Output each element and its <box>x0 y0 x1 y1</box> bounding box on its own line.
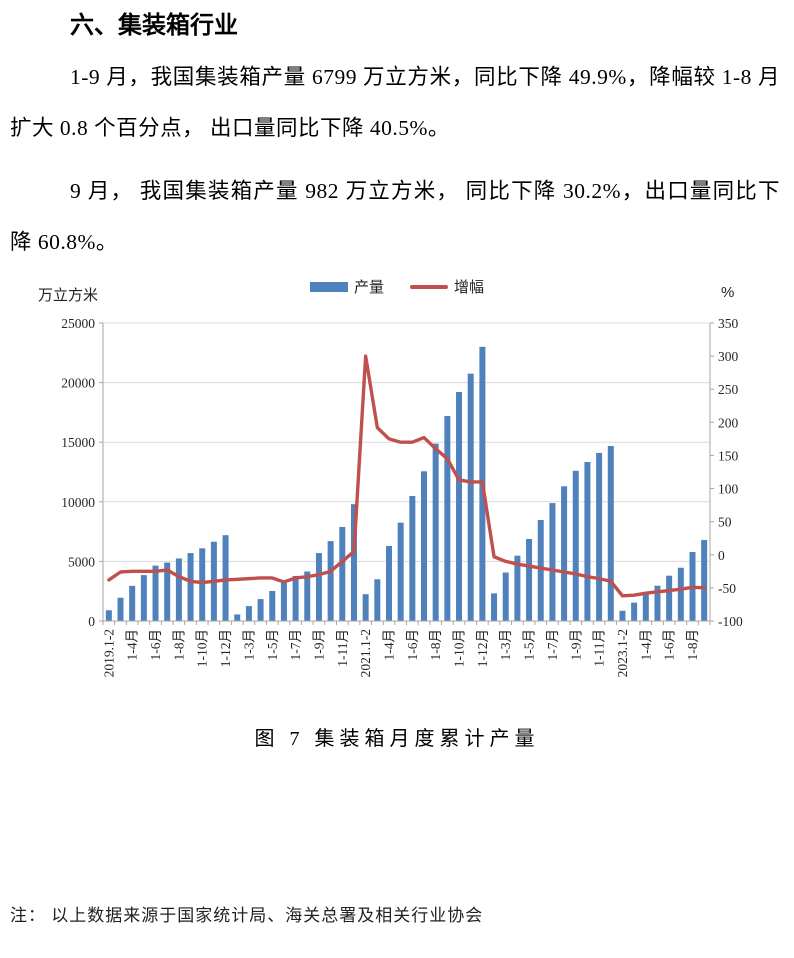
svg-text:0: 0 <box>718 548 725 563</box>
svg-text:1-5月: 1-5月 <box>265 629 280 661</box>
line-swatch-icon <box>410 284 448 289</box>
chart-canvas: 0 5000 10000 15000 20000 25000 -100 -50 0 50 100 15… <box>61 316 743 677</box>
svg-text:1-11月: 1-11月 <box>592 629 607 667</box>
figure-caption: 图 7 集装箱月度累计产量 <box>254 728 540 750</box>
legend-item-growth: 增幅 <box>410 276 484 297</box>
production-bars <box>105 346 708 621</box>
svg-text:5000: 5000 <box>68 554 95 569</box>
svg-text:50: 50 <box>718 515 732 530</box>
svg-text:-100: -100 <box>718 614 743 629</box>
legend-label-growth: 增幅 <box>454 279 485 296</box>
bar-swatch-icon <box>309 281 348 292</box>
section-title: 六、集装箱行业 <box>70 12 238 39</box>
svg-text:250: 250 <box>718 382 739 397</box>
svg-text:10000: 10000 <box>61 495 95 510</box>
figure-7-chart: 0 5000 10000 15000 20000 25000 -100 -50 0 50 100 15… <box>0 268 794 708</box>
svg-text:350: 350 <box>718 316 739 331</box>
svg-text:1-3月: 1-3月 <box>241 629 256 661</box>
svg-text:2019.1-2: 2019.1-2 <box>101 629 116 677</box>
svg-text:-50: -50 <box>718 581 736 596</box>
chart-legend: 产量 增幅 <box>309 276 484 297</box>
svg-text:1-5月: 1-5月 <box>522 629 537 661</box>
svg-text:1-10月: 1-10月 <box>452 629 467 667</box>
legend-item-production: 产量 <box>309 276 384 297</box>
svg-text:300: 300 <box>718 349 739 364</box>
svg-text:1-7月: 1-7月 <box>288 629 303 661</box>
svg-text:1-3月: 1-3月 <box>498 629 513 661</box>
gridlines <box>103 322 710 622</box>
svg-text:150: 150 <box>718 448 739 463</box>
axes: 0 5000 10000 15000 20000 25000 -100 -50 0 50 100 15… <box>61 316 743 629</box>
svg-text:20000: 20000 <box>61 376 95 391</box>
right-axis-unit: % <box>721 284 735 301</box>
svg-text:1-8月: 1-8月 <box>171 629 186 661</box>
source-note: 注： 以上数据来源于国家统计局、海关总署及相关行业协会 <box>10 906 484 925</box>
svg-text:1-4月: 1-4月 <box>638 629 653 661</box>
legend-label-production: 产量 <box>353 279 384 296</box>
svg-text:100: 100 <box>718 482 739 497</box>
svg-text:1-7月: 1-7月 <box>545 629 560 661</box>
svg-text:1-4月: 1-4月 <box>125 629 140 661</box>
svg-text:1-6月: 1-6月 <box>148 629 163 661</box>
paragraph-cumulative: 1-9 月，我国集装箱产量 6799 万立方米，同比下降 49.9%，降幅较 1… <box>10 65 780 140</box>
x-axis-labels: 2019.1-2 1-4月 1-6月 1-8月 1-10月 1-12月 1-3月 1-5月 1-… <box>101 629 700 677</box>
svg-text:15000: 15000 <box>61 435 95 450</box>
svg-text:1-4月: 1-4月 <box>381 629 396 661</box>
svg-text:1-10月: 1-10月 <box>195 629 210 667</box>
svg-text:1-11月: 1-11月 <box>335 629 350 667</box>
svg-text:200: 200 <box>718 415 739 430</box>
growth-line <box>107 354 706 598</box>
svg-text:25000: 25000 <box>61 316 95 331</box>
svg-text:1-12月: 1-12月 <box>475 629 490 667</box>
svg-text:1-8月: 1-8月 <box>428 629 443 661</box>
svg-text:0: 0 <box>88 614 95 629</box>
svg-text:1-9月: 1-9月 <box>311 629 326 661</box>
left-axis-unit: 万立方米 <box>38 287 99 304</box>
svg-text:2021.1-2: 2021.1-2 <box>358 629 373 677</box>
svg-text:1-6月: 1-6月 <box>662 629 677 661</box>
svg-text:1-9月: 1-9月 <box>568 629 583 661</box>
svg-text:2023.1-2: 2023.1-2 <box>615 629 630 677</box>
svg-text:1-8月: 1-8月 <box>685 629 700 661</box>
svg-text:1-6月: 1-6月 <box>405 629 420 661</box>
paragraph-monthly: 9 月， 我国集装箱产量 982 万立方米， 同比下降 30.2%，出口量同比下… <box>10 179 780 254</box>
svg-text:1-12月: 1-12月 <box>218 629 233 667</box>
